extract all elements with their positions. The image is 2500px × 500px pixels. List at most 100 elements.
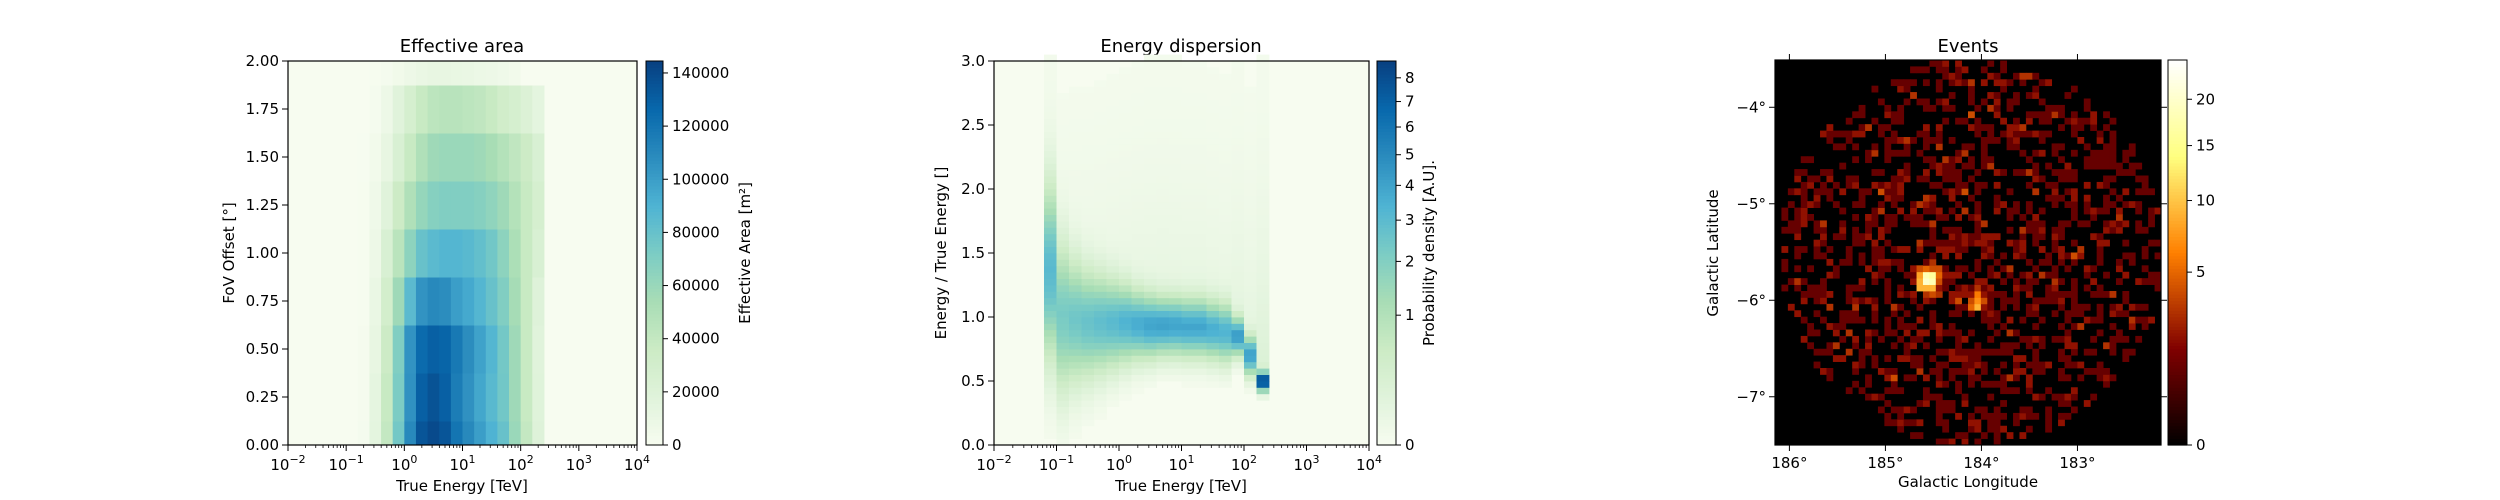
heatmap-cell <box>1922 387 1930 395</box>
heatmap-cell <box>2025 342 2033 350</box>
heatmap-cell <box>1056 157 1070 164</box>
heatmap-cell <box>2064 412 2072 420</box>
heatmap-cell <box>1169 349 1182 356</box>
heatmap-cell <box>1787 303 1795 311</box>
heatmap-cell <box>2148 220 2155 228</box>
heatmap-cell <box>2090 335 2098 343</box>
heatmap-cell <box>2122 156 2130 164</box>
heatmap-cell <box>1081 349 1095 356</box>
heatmap-cell <box>1903 342 1911 350</box>
heatmap-cell <box>2122 252 2130 260</box>
heatmap-cell <box>1993 406 2001 414</box>
heatmap-cell <box>1144 189 1157 196</box>
heatmap-cell <box>1156 349 1170 356</box>
heatmap-cell <box>2019 406 2027 414</box>
heatmap-cell <box>1219 176 1232 183</box>
heatmap-cell <box>1948 104 1956 112</box>
heatmap-cell <box>1131 112 1145 119</box>
heatmap-cell <box>1119 157 1132 164</box>
heatmap-cell <box>1231 61 1245 68</box>
heatmap-cell <box>1244 221 1257 228</box>
heatmap-cell <box>1094 342 1107 350</box>
y-tick-label: 0.50 <box>246 340 279 358</box>
heatmap-cell <box>1877 188 1885 196</box>
heatmap-cell <box>439 325 452 374</box>
heatmap-cell <box>1206 176 1220 183</box>
heatmap-cell <box>1993 111 2001 119</box>
heatmap-cell <box>1942 329 1950 337</box>
x-tick-label-exponent: 1 <box>469 453 476 466</box>
heatmap-cell <box>1955 156 1962 164</box>
heatmap-cell <box>1081 144 1095 151</box>
heatmap-cell <box>1256 150 1270 158</box>
heatmap-cell <box>1993 291 2001 298</box>
heatmap-cell <box>2019 246 2027 253</box>
heatmap-cell <box>1219 381 1232 388</box>
heatmap-cell <box>2045 181 2053 189</box>
heatmap-cell <box>2038 226 2046 234</box>
heatmap-cell <box>1169 253 1182 260</box>
heatmap-cell <box>1181 291 1195 299</box>
heatmap-cell <box>1231 310 1245 318</box>
heatmap-cell <box>1858 233 1866 241</box>
colorbar-segment <box>646 416 663 420</box>
heatmap-cell <box>404 133 417 182</box>
y-axis-label: Energy / True Energy [] <box>932 167 950 340</box>
heatmap-cell <box>509 325 522 374</box>
heatmap-cell <box>1219 118 1232 126</box>
heatmap-cell <box>1820 284 1827 292</box>
heatmap-cell <box>1119 329 1132 337</box>
heatmap-cell <box>1144 118 1157 126</box>
heatmap-cell <box>1877 252 1885 260</box>
heatmap-cell <box>2058 252 2065 260</box>
heatmap-cell <box>1106 150 1120 158</box>
colorbar-segment <box>2168 140 2187 145</box>
heatmap-cell <box>1794 265 1802 273</box>
heatmap-cell <box>1081 413 1095 420</box>
colorbar-segment <box>646 237 663 241</box>
heatmap-cell <box>1069 195 1082 203</box>
heatmap-cell <box>2006 265 2014 273</box>
heatmap-cell <box>1081 137 1095 145</box>
heatmap-cell <box>2058 124 2065 131</box>
heatmap-cell <box>2045 117 2053 125</box>
heatmap-cell <box>1056 253 1070 260</box>
heatmap-cell <box>1980 406 1988 414</box>
heatmap-cell <box>1929 323 1937 330</box>
heatmap-cell <box>462 373 475 422</box>
heatmap-cell <box>1081 189 1095 196</box>
heatmap-cell <box>1056 272 1070 279</box>
heatmap-cell <box>1890 303 1898 311</box>
heatmap-cell <box>2000 348 2007 356</box>
x-tick-label-base: 10 <box>329 456 348 474</box>
heatmap-cell <box>2045 412 2053 420</box>
heatmap-cell <box>2032 278 2040 285</box>
heatmap-cell <box>1156 118 1170 126</box>
heatmap-cell <box>1144 54 1157 62</box>
heatmap-cell <box>1219 374 1232 382</box>
colorbar-segment <box>2168 101 2187 106</box>
heatmap-cell <box>1231 131 1245 139</box>
heatmap-cells <box>288 61 637 446</box>
heatmap-cell <box>1094 317 1107 324</box>
heatmap-cell <box>1929 162 1937 170</box>
heatmap-cell <box>1968 310 1975 318</box>
heatmap-cell <box>1852 156 1860 164</box>
heatmap-cell <box>1916 335 1924 343</box>
heatmap-cell <box>1156 176 1170 183</box>
heatmap-cell <box>1181 285 1195 292</box>
heatmap-cell <box>2058 258 2065 266</box>
heatmap-cell <box>2064 355 2072 362</box>
heatmap-cell <box>1877 265 1885 273</box>
heatmap-cell <box>2090 149 2098 157</box>
heatmap-cell <box>1916 303 1924 311</box>
heatmap-cell <box>1244 163 1257 171</box>
heatmap-cell <box>2083 194 2091 202</box>
colorbar-segment <box>2168 181 2187 186</box>
colorbar-segment <box>2168 342 2187 347</box>
heatmap-cell <box>1897 137 1905 144</box>
heatmap-cell <box>1256 214 1270 222</box>
heatmap-cell <box>2000 425 2007 433</box>
heatmap-cell <box>1219 182 1232 190</box>
heatmap-cell <box>427 85 440 134</box>
